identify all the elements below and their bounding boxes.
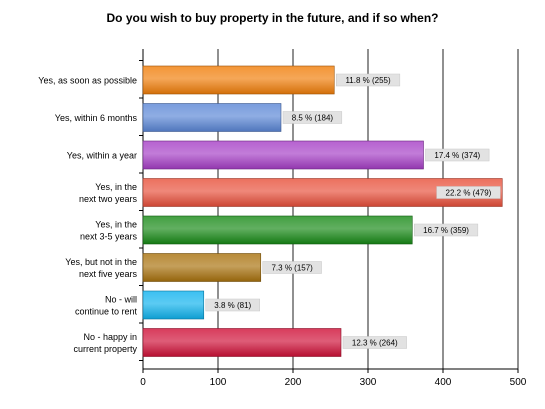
data-label: 22.2 % (479): [446, 189, 492, 198]
data-label-box: [282, 111, 343, 124]
bar: [142, 290, 205, 320]
data-label: 17.4 % (374): [434, 151, 480, 160]
data-label-box: [342, 336, 407, 349]
bar: [142, 215, 413, 245]
bar: [142, 140, 424, 170]
bar: [142, 328, 342, 357]
data-label-box: [336, 73, 401, 87]
category-label: Yes, but not in the next five years: [65, 257, 137, 279]
data-label-box: [436, 186, 501, 199]
bar: [142, 103, 282, 132]
x-tick-label: 400: [435, 377, 452, 388]
bar: [142, 65, 335, 95]
category-label: No - happy in current property: [73, 332, 137, 354]
data-label: 3.8 % (81): [214, 301, 251, 310]
data-label: 12.3 % (264): [352, 339, 398, 348]
data-label-box: [205, 298, 260, 312]
category-label: Yes, in the next 3-5 years: [80, 220, 138, 242]
data-label-box: [425, 148, 490, 162]
x-tick-label: 0: [140, 377, 146, 388]
bar: [142, 253, 262, 282]
category-label: Yes, in the next two years: [79, 182, 138, 204]
x-tick-label: 300: [360, 377, 377, 388]
data-label-box: [414, 223, 479, 237]
category-label: No - will continue to rent: [75, 295, 138, 317]
data-label: 11.8 % (255): [345, 76, 391, 85]
data-label-box: [262, 261, 322, 274]
x-tick-label: 200: [285, 377, 302, 388]
data-label: 7.3 % (157): [271, 264, 313, 273]
chart-title: Do you wish to buy property in the futur…: [106, 11, 439, 25]
data-label: 16.7 % (359): [423, 226, 469, 235]
x-tick-label: 100: [210, 377, 227, 388]
category-label: Yes, as soon as possible: [38, 76, 137, 86]
x-tick-label: 500: [510, 377, 527, 388]
data-label: 8.5 % (184): [292, 114, 334, 123]
category-label: Yes, within a year: [67, 151, 137, 161]
category-label: Yes, within 6 months: [55, 113, 138, 123]
